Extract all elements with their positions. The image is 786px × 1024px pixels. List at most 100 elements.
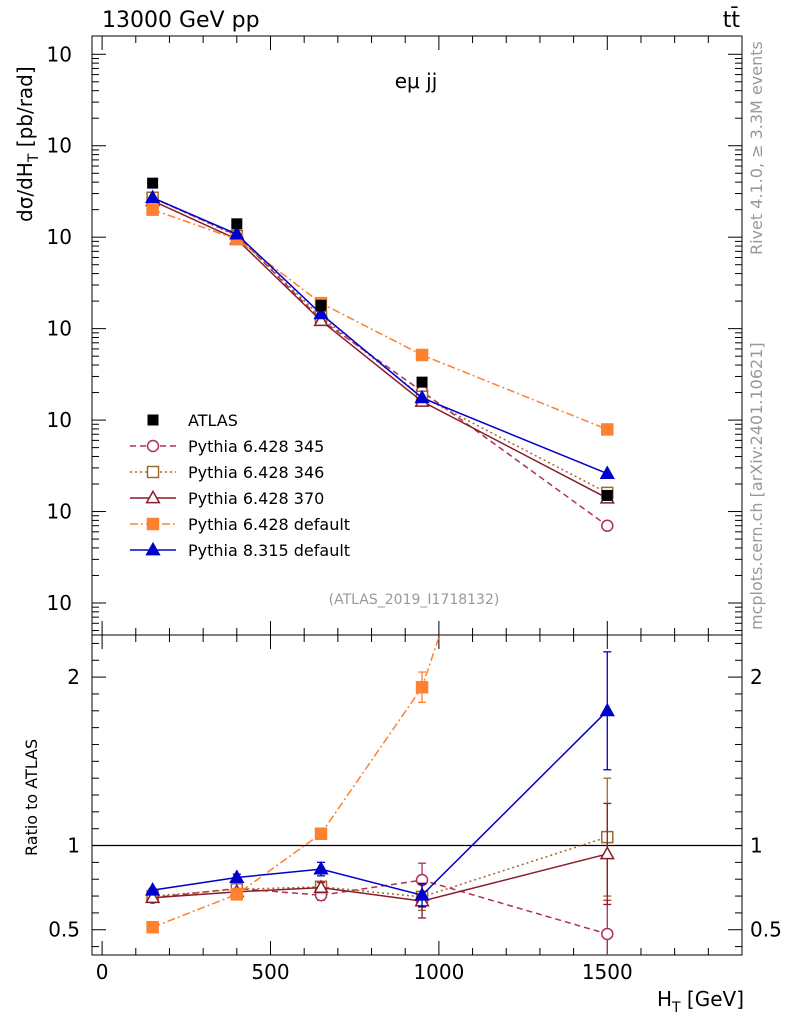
y-axis-label-main-text: dσ/dH (13, 162, 37, 222)
main-point (601, 423, 614, 436)
ratio-y-tick-label: 0.5 (48, 918, 80, 942)
ratio-point (599, 702, 615, 717)
ratio-point (599, 845, 615, 860)
main-y-tick-label-base: 10 (47, 42, 72, 66)
channel-label: eμ jj (395, 69, 438, 93)
main-point-shape (601, 423, 614, 436)
main-y-tick-label: 10 (47, 500, 72, 524)
legend-entry: Pythia 6.428 345 (130, 437, 324, 456)
main-point-shape (146, 203, 159, 216)
ratio-point (145, 882, 161, 896)
main-series-line-1 (152, 197, 608, 494)
main-series-line-4 (152, 197, 608, 475)
ratio-point-shape (313, 860, 329, 875)
atlas-point (147, 177, 159, 189)
main-point-shape (601, 519, 614, 532)
main-point-shape (145, 189, 161, 204)
main-data (145, 177, 615, 532)
x-tick-label: 1500 (582, 960, 633, 984)
ratio-point-shape (314, 827, 328, 840)
main-series-line-3 (152, 208, 608, 431)
main-point (599, 465, 615, 480)
legend-entry: Pythia 8.315 default (130, 541, 350, 560)
main-point-shape (313, 312, 329, 327)
ratio-y-tick-label: 2 (67, 665, 80, 689)
legend-swatch-shape (146, 465, 160, 479)
main-point-shape (414, 389, 430, 404)
ratio-point-shape (599, 702, 615, 717)
legend-swatch-shape (146, 517, 160, 531)
side-label-rivet: Rivet 4.1.0, ≥ 3.3M events (747, 41, 766, 255)
main-y-tick-label-base: 10 (47, 134, 72, 158)
main-y-tick-label-base: 10 (47, 591, 72, 615)
ratio-data (145, 133, 615, 955)
header-right: tt̄ (723, 7, 741, 33)
ratio-point (314, 827, 328, 840)
ratio-y-tick-label: 1 (67, 834, 80, 858)
ratio-series-line-4 (152, 710, 608, 897)
ratio-point-shape (602, 133, 613, 144)
main-point-shape (313, 305, 329, 320)
ratio-point (229, 869, 245, 883)
analysis-id: (ATLAS_2019_I1718132) (329, 592, 500, 608)
main-point (601, 519, 614, 532)
legend-swatch-shape (145, 489, 161, 504)
header-left: 13000 GeV pp (102, 8, 260, 33)
main-point (414, 389, 430, 404)
main-y-tick-label-base: 10 (47, 500, 72, 524)
main-y-tick-label: 10 (47, 134, 72, 158)
legend-swatch (145, 489, 161, 504)
main-y-tick-label: 10 (47, 317, 72, 341)
main-y-tick-label: 10 (47, 42, 72, 66)
ratio-point-shape (145, 882, 161, 896)
ratio-y-tick-label-right: 1 (750, 834, 763, 858)
y-axis-label-main-unit: [pb/rad] (13, 66, 37, 153)
ratio-point (601, 927, 614, 941)
main-point (313, 312, 329, 327)
ratio-point (146, 920, 159, 934)
ratio-point-shape (146, 920, 159, 934)
legend-label: ATLAS (188, 411, 238, 430)
legend-label: Pythia 6.428 345 (188, 437, 324, 456)
legend-entry: ATLAS (147, 411, 238, 430)
legend-swatch (146, 439, 160, 453)
main-y-tick-label: 10 (47, 591, 72, 615)
main-point (313, 305, 329, 320)
main-point (415, 348, 429, 362)
main-point (145, 189, 161, 204)
ratio-point-shape (601, 927, 614, 941)
ratio-point (415, 680, 429, 694)
ratio-point (230, 888, 244, 901)
atlas-point (315, 299, 327, 311)
legend-swatch (145, 541, 161, 556)
main-y-tick-label-base: 10 (47, 225, 72, 249)
legend-entry: Pythia 6.428 370 (130, 489, 324, 508)
main-y-tick-label: 10 (47, 408, 72, 432)
ratio-point-shape (313, 879, 329, 894)
ratio-point (145, 889, 161, 904)
x-tick-label: 0 (96, 960, 109, 984)
x-tick-label: 1000 (413, 960, 464, 984)
y-axis-label-ratio: Ratio to ATLAS (22, 739, 41, 856)
ratio-point (313, 860, 329, 875)
legend-swatch (146, 465, 160, 479)
legend-label: Pythia 6.428 346 (188, 463, 324, 482)
legend-swatch (147, 414, 159, 426)
x-axis-label-text: H (657, 987, 672, 1011)
x-axis-label-unit: [GeV] (681, 987, 744, 1011)
legend-label: Pythia 8.315 default (188, 541, 350, 560)
legend-label: Pythia 6.428 370 (188, 489, 324, 508)
main-y-tick-label-base: 10 (47, 408, 72, 432)
x-axis-label: HT [GeV] (657, 987, 744, 1016)
ratio-panel: 0 500 1000 1500 0.5 0.5 1 1 2 2 (48, 133, 782, 984)
x-tick-label: 500 (251, 960, 289, 984)
main-y-tick-label-base: 10 (47, 317, 72, 341)
main-y-tick-label: 10 (47, 225, 72, 249)
x-axis-label-sub: T (671, 1000, 681, 1016)
ratio-series-line-1 (152, 836, 608, 898)
ratio-point (602, 133, 613, 144)
atlas-point (231, 218, 243, 230)
ratio-y-tick-label-right: 2 (750, 665, 763, 689)
ratio-y-tick-label-right: 0.5 (750, 918, 782, 942)
